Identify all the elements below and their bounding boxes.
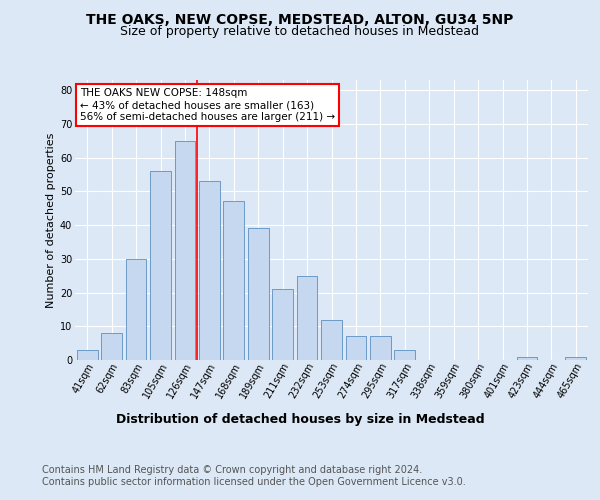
Bar (248, 228, 269, 360)
Bar (517, 356, 538, 360)
Text: THE OAKS NEW COPSE: 148sqm
← 43% of detached houses are smaller (163)
56% of sem: THE OAKS NEW COPSE: 148sqm ← 43% of deta… (80, 88, 335, 122)
Bar (223, 202, 244, 360)
Bar (175, 140, 196, 360)
Text: Contains HM Land Registry data © Crown copyright and database right 2024.
Contai: Contains HM Land Registry data © Crown c… (42, 465, 466, 486)
Bar (394, 350, 415, 360)
Bar (199, 181, 220, 360)
Bar (77, 350, 98, 360)
Text: Size of property relative to detached houses in Medstead: Size of property relative to detached ho… (121, 25, 479, 38)
Bar (370, 336, 391, 360)
Bar (101, 333, 122, 360)
Bar (565, 356, 586, 360)
Text: THE OAKS, NEW COPSE, MEDSTEAD, ALTON, GU34 5NP: THE OAKS, NEW COPSE, MEDSTEAD, ALTON, GU… (86, 12, 514, 26)
Bar (150, 171, 171, 360)
Bar (321, 320, 342, 360)
Y-axis label: Number of detached properties: Number of detached properties (46, 132, 56, 308)
Bar (125, 259, 146, 360)
Bar (272, 289, 293, 360)
Text: Distribution of detached houses by size in Medstead: Distribution of detached houses by size … (116, 412, 484, 426)
Bar (296, 276, 317, 360)
Bar (346, 336, 367, 360)
